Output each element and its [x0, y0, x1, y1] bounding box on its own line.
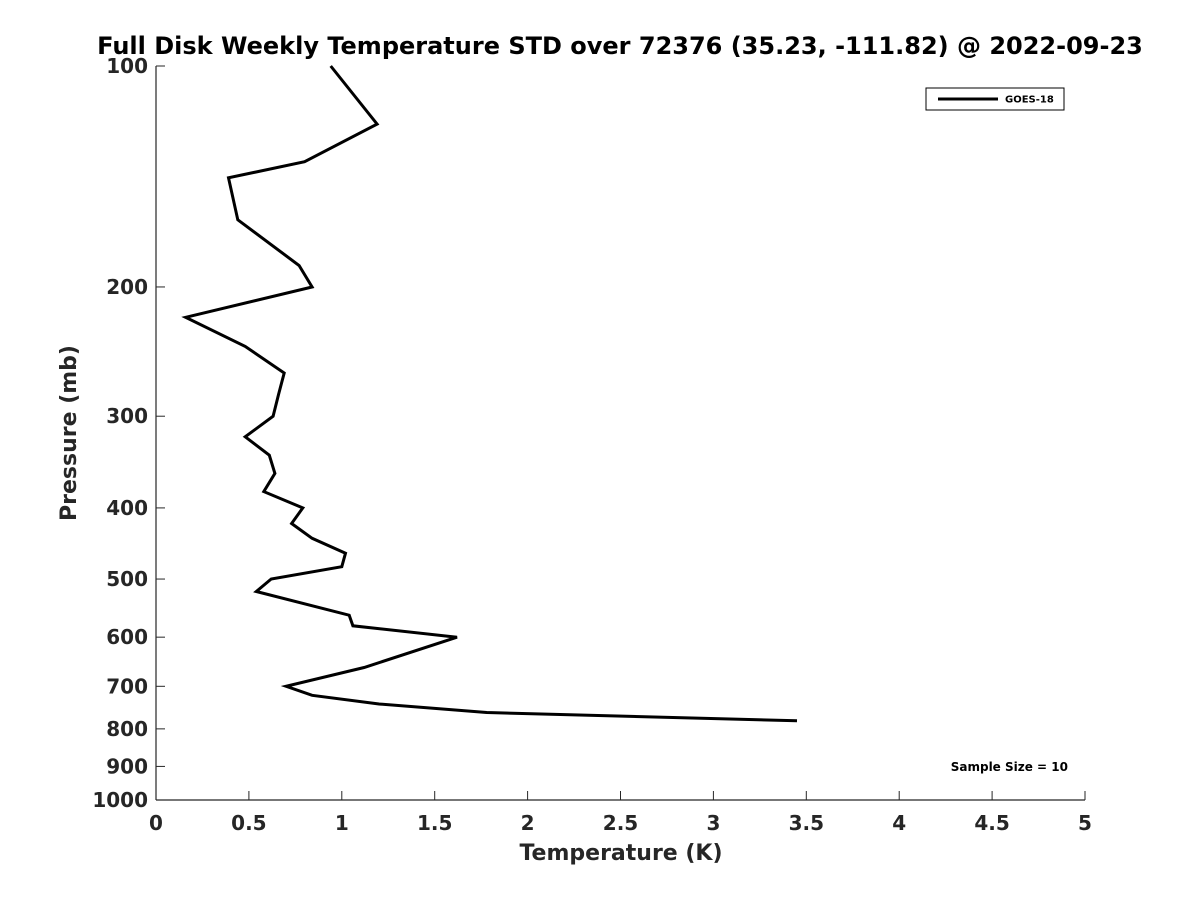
x-tick-label: 2.5: [603, 811, 638, 835]
legend-label: GOES-18: [1005, 95, 1054, 106]
y-tick-label: 800: [106, 717, 148, 741]
y-tick-label: 100: [106, 54, 148, 78]
y-tick-label: 200: [106, 275, 148, 299]
legend: GOES-18: [925, 87, 1065, 111]
x-tick-label: 1: [335, 811, 349, 835]
x-tick-label: 0: [149, 811, 163, 835]
y-tick-label: 300: [106, 404, 148, 428]
y-tick-label: 1000: [92, 788, 148, 812]
y-axis-label: Pressure (mb): [57, 345, 82, 521]
x-tick-label: 1.5: [417, 811, 452, 835]
x-tick-label: 5: [1078, 811, 1092, 835]
x-tick-label: 0.5: [231, 811, 266, 835]
x-tick-label: 4.5: [974, 811, 1009, 835]
series-layer: [181, 65, 798, 723]
sample-size-annotation: Sample Size = 10: [951, 760, 1068, 774]
chart-title: Full Disk Weekly Temperature STD over 72…: [97, 32, 1143, 60]
x-tick-label: 3.5: [789, 811, 824, 835]
x-tick-label: 4: [892, 811, 906, 835]
x-tick-label: 2: [521, 811, 535, 835]
y-tick-label: 900: [106, 754, 148, 778]
x-tick-label: 3: [706, 811, 720, 835]
y-tick-label: 500: [106, 567, 148, 591]
y-tick-label: 700: [106, 674, 148, 698]
y-tick-label: 400: [106, 496, 148, 520]
axes: 0 0.5 1 1.5 2 2.5 3 3.5 4 4.5 5 100 200 300 400 500 600 7…: [92, 54, 1092, 835]
x-axis-label: Temperature (K): [519, 841, 722, 866]
y-tick-label: 600: [106, 625, 148, 649]
series-line: [181, 65, 798, 723]
